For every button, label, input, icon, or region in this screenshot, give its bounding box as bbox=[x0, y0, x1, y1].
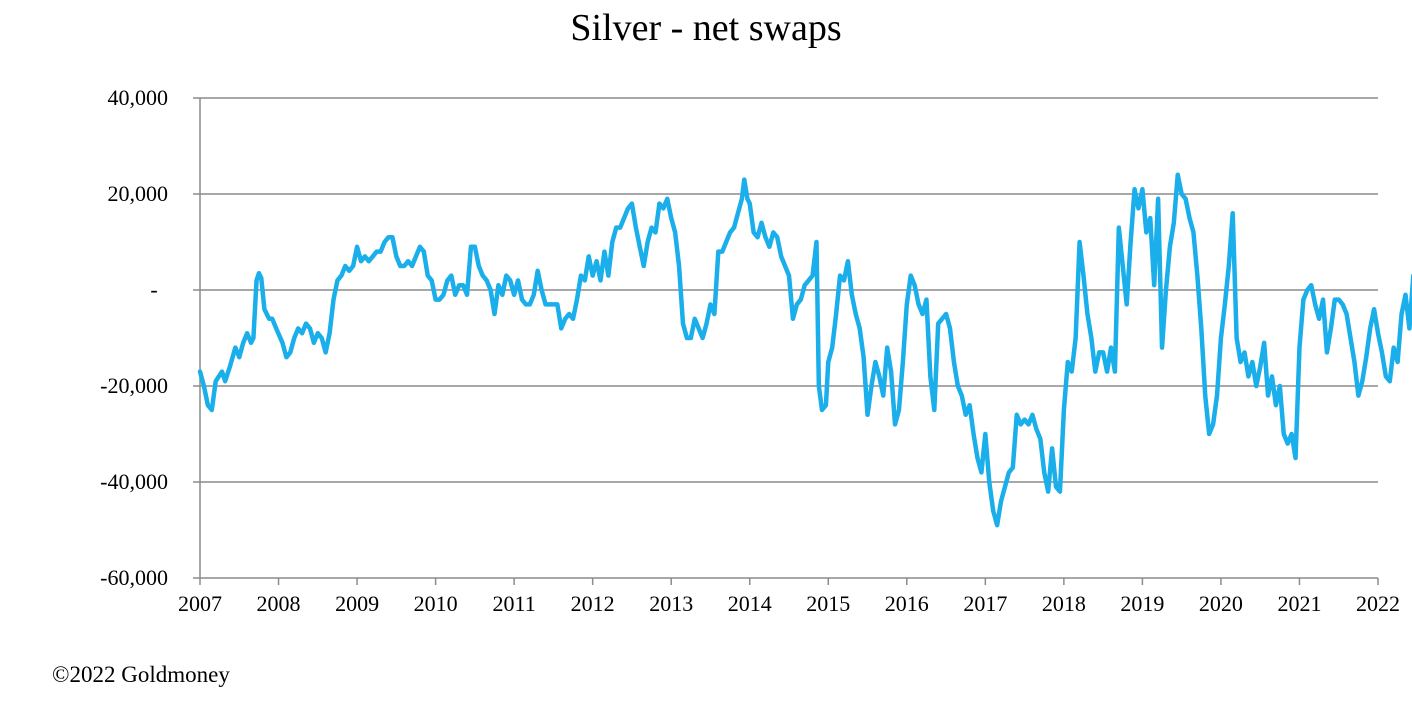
x-tick-label: 2011 bbox=[493, 591, 536, 616]
y-tick-label: -60,000 bbox=[100, 565, 168, 590]
x-tick-label: 2022 bbox=[1356, 591, 1400, 616]
x-axis-ticks: 2007 2008 2009 2010 2011 2012 2013 2014 2015 2016… bbox=[178, 578, 1400, 616]
x-tick-label: 2020 bbox=[1199, 591, 1243, 616]
x-tick-label: 2014 bbox=[728, 591, 772, 616]
y-tick-label: - bbox=[150, 277, 157, 302]
x-tick-label: 2010 bbox=[414, 591, 458, 616]
series-line-0 bbox=[197, 172, 1412, 528]
x-tick-label: 2009 bbox=[335, 591, 379, 616]
axes bbox=[199, 98, 1378, 579]
y-tick-label: 40,000 bbox=[108, 85, 169, 110]
x-tick-label: 2016 bbox=[885, 591, 929, 616]
x-tick-label: 2007 bbox=[178, 591, 222, 616]
series-layer bbox=[197, 172, 1412, 528]
x-tick-label: 2021 bbox=[1277, 591, 1321, 616]
x-tick-label: 2018 bbox=[1042, 591, 1086, 616]
y-tick-label: -20,000 bbox=[100, 373, 168, 398]
y-tick-label: 20,000 bbox=[108, 181, 169, 206]
x-tick-label: 2017 bbox=[963, 591, 1007, 616]
copyright-text: ©2022 Goldmoney bbox=[52, 662, 230, 687]
y-axis-ticks: 40,000 20,000 - -20,000 -40,000 -60,000 bbox=[100, 85, 200, 590]
y-tick-label: -40,000 bbox=[100, 469, 168, 494]
x-tick-label: 2008 bbox=[257, 591, 301, 616]
chart-title: Silver - net swaps bbox=[570, 7, 841, 49]
x-tick-label: 2015 bbox=[806, 591, 850, 616]
x-tick-label: 2019 bbox=[1120, 591, 1164, 616]
x-tick-label: 2012 bbox=[571, 591, 615, 616]
x-tick-label: 2013 bbox=[649, 591, 693, 616]
